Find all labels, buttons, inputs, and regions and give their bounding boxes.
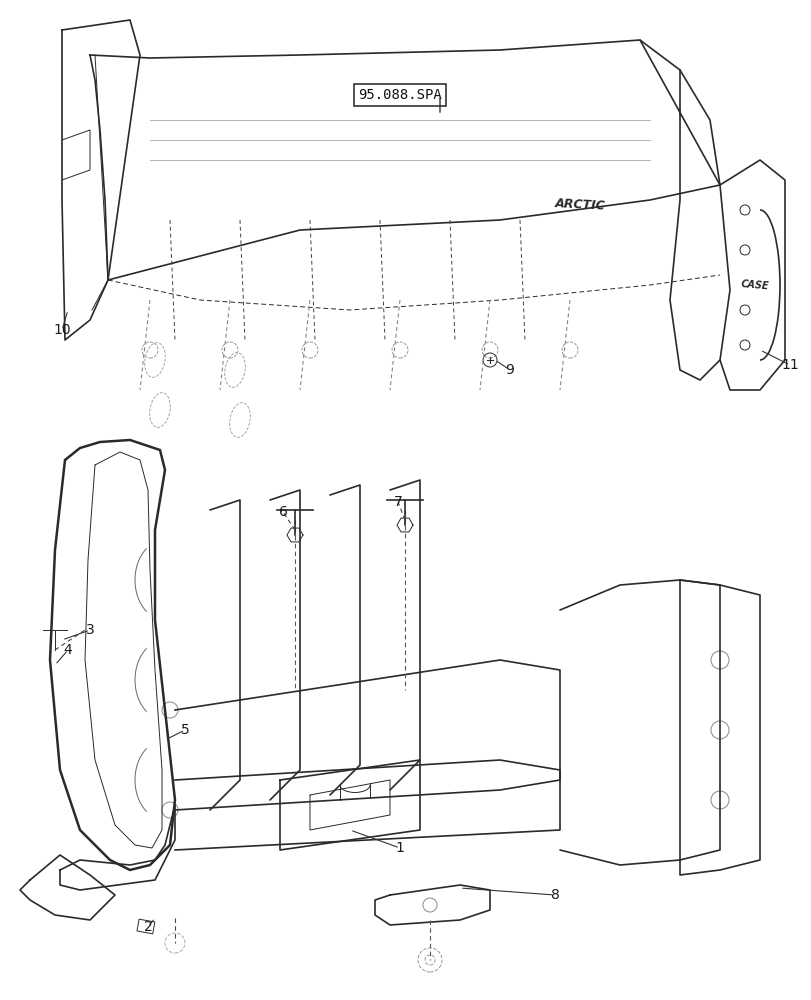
Text: 2: 2 bbox=[144, 920, 152, 934]
Text: 95.088.SPA: 95.088.SPA bbox=[358, 88, 441, 102]
Text: 3: 3 bbox=[85, 623, 94, 637]
Text: 6: 6 bbox=[278, 505, 287, 519]
Text: 9: 9 bbox=[505, 363, 514, 377]
Bar bbox=[137, 919, 155, 934]
Text: 5: 5 bbox=[180, 723, 189, 737]
Text: 8: 8 bbox=[550, 888, 559, 902]
Text: 4: 4 bbox=[63, 643, 72, 657]
Text: ARCTIC: ARCTIC bbox=[554, 197, 605, 213]
Text: 7: 7 bbox=[393, 495, 402, 509]
Text: 10: 10 bbox=[54, 323, 71, 337]
Text: 1: 1 bbox=[395, 841, 404, 855]
Text: 11: 11 bbox=[780, 358, 798, 372]
Text: CASE: CASE bbox=[740, 279, 769, 291]
